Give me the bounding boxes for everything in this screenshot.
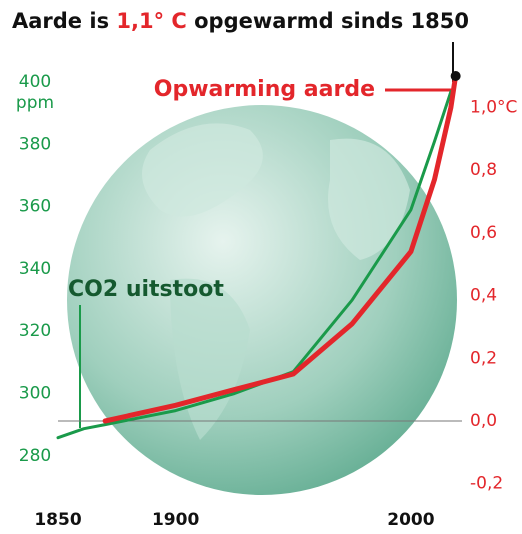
y-tick-label: 400 bbox=[19, 72, 51, 92]
annotation: CO2 uitstoot bbox=[68, 277, 224, 302]
x-tick-label: 2000 bbox=[387, 510, 434, 530]
y-tick-label: 360 bbox=[19, 197, 51, 217]
x-tick-label: 1850 bbox=[34, 510, 81, 530]
continent bbox=[328, 138, 410, 260]
y-tick-label: 340 bbox=[19, 259, 51, 279]
y2-tick-label: -0,2 bbox=[470, 474, 503, 494]
continent bbox=[142, 123, 263, 217]
title-part: Aarde is bbox=[12, 9, 116, 33]
x-tick-label: 1900 bbox=[152, 510, 199, 530]
y-tick-label: 300 bbox=[19, 384, 51, 404]
end-dot bbox=[450, 71, 461, 81]
chart-title: Aarde is 1,1° C opgewarmd sinds 1850 bbox=[12, 9, 469, 33]
title-part: 1,1° C bbox=[116, 9, 186, 33]
y2-tick-label: 0,8 bbox=[470, 160, 497, 180]
y2-tick-label: 0,4 bbox=[470, 286, 497, 306]
annotation: Opwarming aarde bbox=[154, 77, 375, 102]
title-part: opgewarmd sinds 1850 bbox=[187, 9, 469, 33]
y-unit: ppm bbox=[16, 93, 54, 113]
series-line bbox=[102, 73, 459, 424]
y2-tick-label: 0,2 bbox=[470, 348, 497, 368]
y2-tick-label: 1,0°C bbox=[470, 97, 517, 117]
y-tick-label: 320 bbox=[19, 321, 51, 341]
y2-tick-label: 0,0 bbox=[470, 411, 497, 431]
y2-tick-label: 0,6 bbox=[470, 223, 497, 243]
y-tick-label: 280 bbox=[19, 446, 51, 466]
y-tick-label: 380 bbox=[19, 134, 51, 154]
